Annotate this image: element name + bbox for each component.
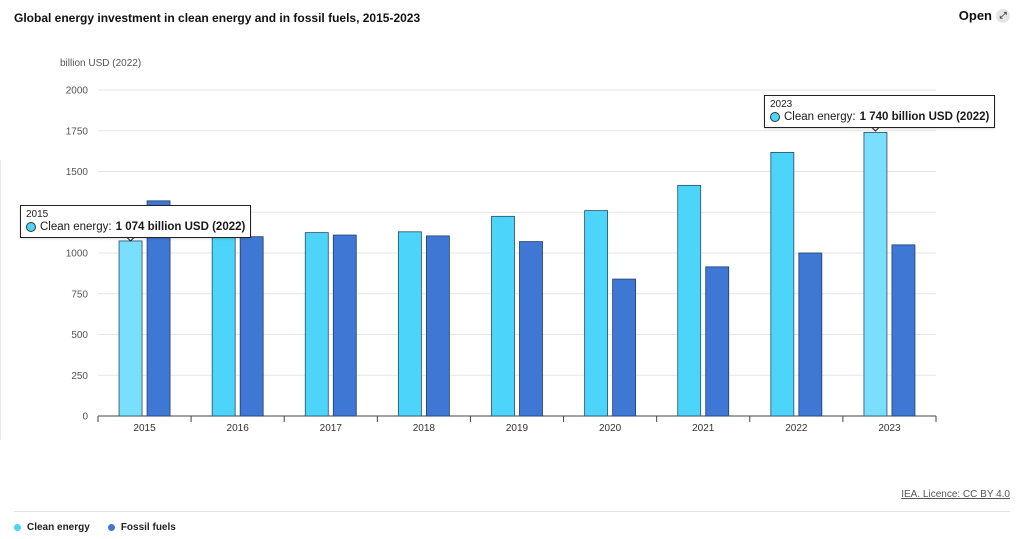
y-tick-label: 0 bbox=[82, 412, 88, 423]
chart-title: Global energy investment in clean energy… bbox=[14, 11, 421, 25]
bar-clean-energy-2022 bbox=[770, 152, 795, 417]
bar-fossil-fuels-2023 bbox=[891, 244, 916, 417]
tooltip-year: 2015 bbox=[26, 209, 49, 220]
bar-clean-energy-2023 bbox=[863, 131, 888, 417]
y-axis-unit-label: billion USD (2022) bbox=[60, 58, 142, 69]
y-tick-label: 2000 bbox=[66, 86, 89, 97]
bar-fossil-fuels-2015 bbox=[146, 200, 171, 417]
bar-clean-energy-2021 bbox=[677, 184, 702, 417]
x-tick-label: 2020 bbox=[599, 423, 622, 434]
tooltip-series-dot bbox=[26, 222, 36, 232]
x-tick-label: 2019 bbox=[506, 423, 529, 434]
bar-fossil-fuels-2021 bbox=[705, 266, 730, 417]
tooltip-series-label: Clean energy: bbox=[784, 111, 856, 123]
bar-clean-energy-2016 bbox=[211, 233, 236, 417]
y-tick-label: 1000 bbox=[66, 249, 89, 260]
bar-fossil-fuels-2018 bbox=[425, 235, 450, 417]
legend-dot-icon bbox=[14, 524, 21, 531]
left-border bbox=[0, 160, 1, 440]
bar-fossil-fuels-2019 bbox=[519, 241, 543, 417]
tooltip-2015: 2015 Clean energy: 1 074 billion USD (20… bbox=[20, 205, 252, 238]
open-label: Open bbox=[958, 8, 992, 23]
x-tick-label: 2015 bbox=[133, 423, 156, 434]
tooltip-year: 2023 bbox=[770, 99, 793, 110]
bar-clean-energy-2018 bbox=[397, 231, 422, 417]
bar-fossil-fuels-2016 bbox=[239, 236, 264, 417]
legend: Clean energy Fossil fuels bbox=[14, 522, 176, 533]
bar-clean-energy-2017 bbox=[304, 232, 329, 417]
tooltip-2023: 2023 Clean energy: 1 740 billion USD (20… bbox=[764, 95, 996, 128]
bar-clean-energy-2015 bbox=[118, 240, 143, 417]
legend-item-fossil-fuels[interactable]: Fossil fuels bbox=[107, 522, 176, 533]
x-tick-label: 2021 bbox=[692, 423, 715, 434]
legend-label: Fossil fuels bbox=[120, 522, 176, 533]
legend-dot-icon bbox=[107, 524, 115, 531]
y-tick-label: 1500 bbox=[66, 167, 89, 178]
tooltip-series-dot bbox=[770, 112, 780, 122]
bar-clean-energy-2019 bbox=[491, 215, 515, 417]
y-tick-label: 750 bbox=[71, 289, 88, 300]
legend-item-clean-energy[interactable]: Clean energy bbox=[14, 522, 90, 533]
y-tick-label: 250 bbox=[71, 371, 88, 382]
tooltip-value: 1 074 billion USD (2022) bbox=[115, 221, 246, 233]
tooltip-series-label: Clean energy: bbox=[40, 221, 112, 233]
y-tick-label: 500 bbox=[71, 330, 88, 341]
bar-fossil-fuels-2022 bbox=[798, 252, 823, 417]
legend-label: Clean energy bbox=[27, 522, 90, 533]
tooltip-value: 1 740 billion USD (2022) bbox=[859, 111, 990, 123]
expand-icon: ⤢ bbox=[996, 8, 1010, 23]
x-tick-label: 2023 bbox=[878, 423, 901, 434]
x-tick-label: 2022 bbox=[785, 423, 808, 434]
footer-divider bbox=[14, 511, 1010, 512]
bar-fossil-fuels-2020 bbox=[612, 278, 637, 417]
bar-clean-energy-2020 bbox=[584, 210, 609, 417]
licence-link[interactable]: IEA. Licence: CC BY 4.0 bbox=[901, 489, 1010, 500]
y-tick-label: 1750 bbox=[66, 126, 89, 137]
bar-fossil-fuels-2017 bbox=[332, 234, 357, 417]
x-tick-label: 2016 bbox=[227, 423, 250, 434]
x-tick-label: 2018 bbox=[413, 423, 436, 434]
open-button[interactable]: Open ⤢ bbox=[959, 8, 1010, 23]
x-tick-label: 2017 bbox=[320, 423, 343, 434]
